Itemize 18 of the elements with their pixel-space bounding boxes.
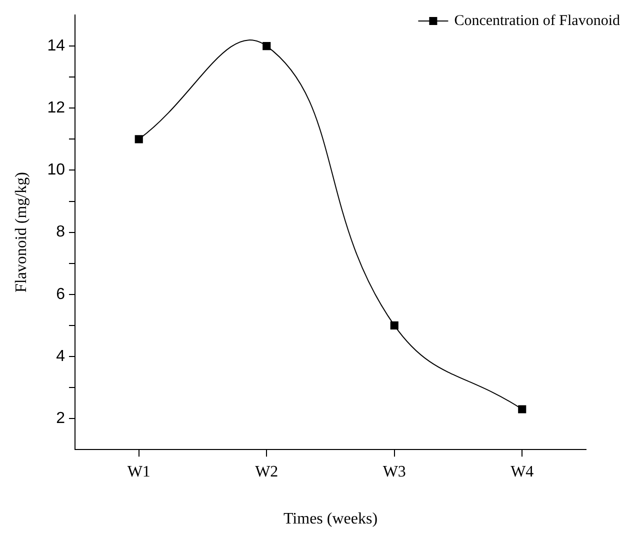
y-tick-label: 8 bbox=[56, 224, 66, 241]
legend-label: Concentration of Flavonoid bbox=[454, 12, 620, 29]
x-tick-label: W4 bbox=[510, 463, 534, 480]
x-tick-label: W2 bbox=[255, 463, 278, 480]
point bbox=[390, 321, 398, 330]
x-tick-label: W3 bbox=[382, 463, 406, 480]
x-tick-label: W1 bbox=[127, 463, 150, 480]
y-tick-label: 6 bbox=[56, 286, 66, 303]
y-axis-title: Flavonoid (mg/kg) bbox=[12, 172, 30, 293]
x-axis-title: Times (weeks) bbox=[283, 510, 378, 528]
point bbox=[518, 405, 526, 414]
y-tick-label: 12 bbox=[47, 100, 66, 117]
point bbox=[134, 135, 143, 144]
y-tick-label: 4 bbox=[56, 348, 66, 365]
y-tick-label: 2 bbox=[56, 410, 66, 427]
point bbox=[262, 42, 271, 50]
y-tick-label: 10 bbox=[47, 162, 66, 179]
y-tick-label: 14 bbox=[47, 37, 66, 54]
